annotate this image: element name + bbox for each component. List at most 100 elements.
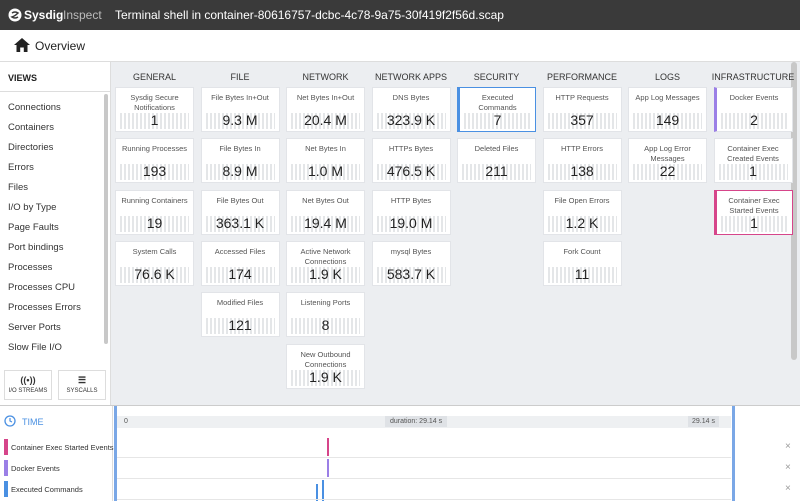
tile-label: Container Exec Started Events: [728, 195, 780, 215]
tile-label: Net Bytes Out: [302, 195, 349, 205]
metric-tile[interactable]: Running Containers 19: [115, 189, 194, 235]
tile-value: 1.9 K: [309, 265, 342, 282]
metric-tile[interactable]: File Open Errors 1.2 K: [542, 189, 622, 235]
metric-tile[interactable]: Net Bytes Out 19.4 M: [286, 189, 365, 235]
metric-tile[interactable]: Listening Ports 8: [286, 292, 365, 338]
view-item[interactable]: Page Faults: [8, 222, 59, 233]
sparkline: [205, 215, 275, 232]
view-item[interactable]: Connections: [8, 102, 61, 113]
metric-tile[interactable]: Active Network Connections 1.9 K: [286, 240, 365, 286]
range-handle[interactable]: [732, 406, 735, 501]
row-close[interactable]: ×: [785, 483, 791, 494]
metric-tile[interactable]: Net Bytes In 1.0 M: [286, 138, 365, 184]
view-item[interactable]: Processes Errors: [8, 302, 81, 313]
metric-tile[interactable]: App Log Messages 149: [628, 87, 707, 132]
view-item[interactable]: Port bindings: [8, 242, 64, 253]
tile-value: 7: [493, 112, 502, 128]
tile-value: 22: [659, 163, 676, 180]
metric-tile[interactable]: Deleted Files 211: [457, 138, 536, 184]
tile-label: Running Containers: [121, 195, 188, 205]
metric-tile[interactable]: HTTP Requests 357: [542, 87, 622, 132]
view-button[interactable]: ☰ SYSCALLS: [58, 370, 106, 400]
metric-tile[interactable]: Fork Count 11: [542, 240, 622, 286]
event-mark: [327, 459, 329, 477]
range-handle[interactable]: [114, 406, 117, 501]
tile-label: HTTP Errors: [561, 144, 603, 154]
time-title: TIME: [22, 417, 44, 427]
button-icon: ☰: [77, 375, 87, 385]
tile-label: HTTPs Bytes: [388, 144, 434, 154]
tile-value: 19.0 M: [389, 214, 433, 231]
row-close[interactable]: ×: [785, 462, 791, 473]
tile-value: 476.5 K: [386, 163, 436, 180]
view-item[interactable]: I/O by Type: [8, 202, 57, 213]
nav-title: Overview: [35, 39, 86, 53]
metric-tile[interactable]: Container Exec Created Events 1: [713, 138, 793, 184]
metric-tile[interactable]: HTTPs Bytes 476.5 K: [371, 138, 451, 184]
metric-tile[interactable]: Docker Events 2: [713, 87, 793, 132]
scrollbar: [791, 62, 797, 360]
row-label: Docker Events: [11, 464, 60, 473]
sparkline: [291, 215, 360, 232]
row-divider: [117, 457, 731, 458]
view-item[interactable]: Errors: [8, 162, 34, 173]
metric-tile[interactable]: App Log Error Messages 22: [628, 138, 707, 184]
view-item[interactable]: Slow File I/O: [8, 342, 62, 353]
home-icon[interactable]: [14, 38, 30, 52]
metric-tile[interactable]: Container Exec Started Events 1: [713, 189, 793, 235]
tile-label: File Bytes In+Out: [211, 93, 269, 102]
tile-label: File Open Errors: [554, 195, 610, 205]
sparkline: [205, 266, 275, 283]
metric-tile[interactable]: DNS Bytes 323.9 K: [371, 87, 451, 132]
metric-tile[interactable]: Accessed Files 174: [200, 240, 280, 286]
tile-value: 19: [146, 214, 163, 231]
metric-tile[interactable]: File Bytes Out 363.1 K: [200, 189, 280, 235]
metric-tile[interactable]: Net Bytes In+Out 20.4 M: [286, 87, 365, 132]
tile-label: HTTP Requests: [555, 93, 609, 102]
sparkline: [120, 215, 189, 232]
metric-tile[interactable]: Modified Files 121: [200, 292, 280, 338]
tile-value: 193: [142, 163, 167, 180]
view-item[interactable]: Processes: [8, 262, 53, 273]
sparkline: [376, 215, 446, 232]
view-item[interactable]: Files: [8, 182, 29, 193]
overview-grid: GENERAL Sysdig Secure Notifications 1 Runni…: [111, 62, 800, 405]
metric-tile[interactable]: Running Processes 193: [115, 138, 194, 184]
row-close[interactable]: ×: [785, 441, 791, 452]
tile-value: 357: [570, 112, 594, 128]
metric-tile[interactable]: mysql Bytes 583.7 K: [371, 240, 451, 286]
metric-tile[interactable]: File Bytes In 8.9 M: [200, 138, 280, 184]
metric-tile[interactable]: HTTP Bytes 19.0 M: [371, 189, 451, 235]
view-item[interactable]: Processes CPU: [8, 282, 76, 293]
sparkline: [291, 164, 360, 181]
tile-value: 1.2 K: [565, 214, 599, 231]
button-label: I/O STREAMS: [8, 388, 48, 394]
sparkline: [547, 164, 617, 181]
metric-tile[interactable]: New Outbound Connections 1.9 K: [286, 343, 365, 389]
view-button[interactable]: ((•)) I/O STREAMS: [4, 370, 52, 400]
tile-label: Fork Count: [563, 246, 601, 256]
metric-tile[interactable]: HTTP Errors 138: [542, 138, 622, 184]
tile-label: Running Processes: [121, 144, 188, 154]
view-item[interactable]: Containers: [8, 122, 54, 133]
metric-tile[interactable]: File Bytes In+Out 9.3 M: [200, 87, 280, 132]
tile-value: 1.9 K: [309, 368, 342, 385]
row-label: Executed Commands: [11, 485, 83, 494]
column-header: INFRASTRUCTURE: [711, 72, 795, 82]
sparkline: [376, 266, 446, 283]
view-item[interactable]: Server Ports: [8, 322, 61, 333]
view-item[interactable]: Directories: [8, 142, 54, 153]
event-mark: [327, 438, 329, 456]
tile-label: DNS Bytes: [392, 93, 430, 102]
metric-tile[interactable]: Sysdig Secure Notifications 1: [115, 87, 194, 132]
metric-tile[interactable]: Executed Commands 7: [457, 87, 536, 132]
tile-value: 9.3 M: [222, 112, 258, 128]
metric-tile[interactable]: System Calls 76.6 K: [115, 240, 194, 286]
button-label: SYSCALLS: [66, 388, 98, 394]
column-header: LOGS: [654, 72, 680, 82]
sparkline: [291, 369, 360, 386]
nav-bar: Overview: [0, 30, 800, 62]
tile-label: Accessed Files: [214, 246, 266, 256]
sparkline: [376, 113, 446, 129]
column-header: NETWORK APPS: [374, 72, 447, 82]
